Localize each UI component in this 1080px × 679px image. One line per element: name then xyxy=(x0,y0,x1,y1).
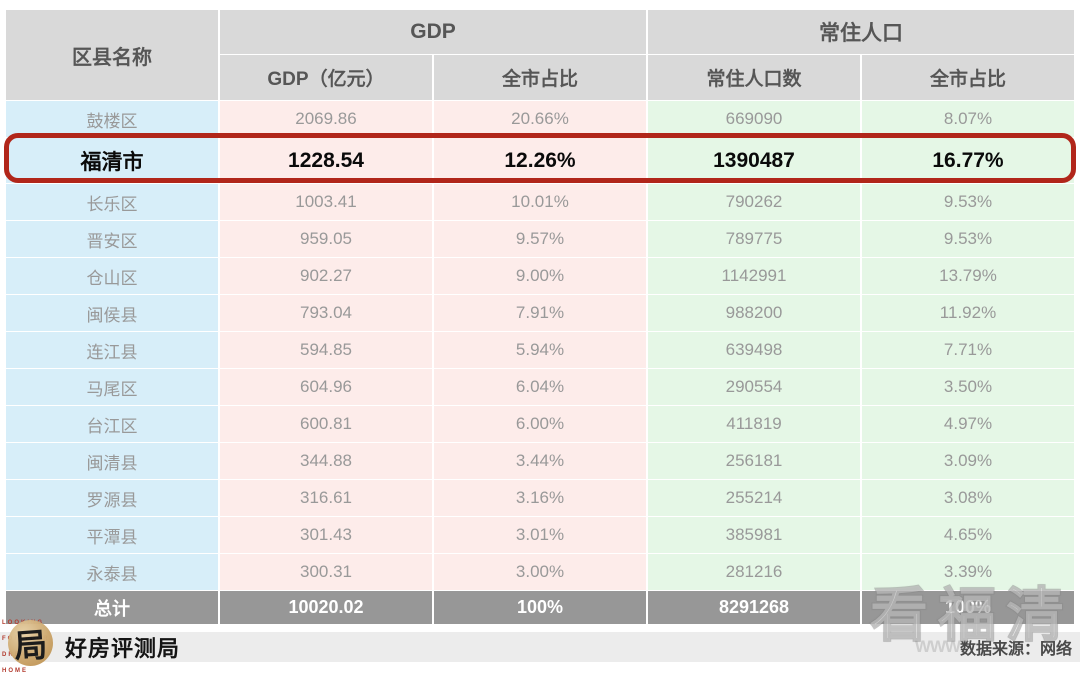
footer-band xyxy=(0,632,1080,662)
table-cell: 3.09% xyxy=(862,443,1074,479)
column-header-gdp-share: 全市占比 xyxy=(434,55,646,100)
table-cell: 6.04% xyxy=(434,369,646,405)
table-cell: 3.39% xyxy=(862,554,1074,590)
table-cell: 959.05 xyxy=(220,221,432,257)
total-row-cell: 8291268 xyxy=(648,591,860,624)
table-cell: 闽侯县 xyxy=(6,295,218,331)
highlighted-row-cell: 1228.54 xyxy=(220,138,432,183)
table-cell: 789775 xyxy=(648,221,860,257)
table-cell: 281216 xyxy=(648,554,860,590)
highlighted-row-cell: 16.77% xyxy=(862,138,1074,183)
table-cell: 4.97% xyxy=(862,406,1074,442)
table-cell: 永泰县 xyxy=(6,554,218,590)
table-cell: 902.27 xyxy=(220,258,432,294)
table-cell: 连江县 xyxy=(6,332,218,368)
data-source-line: WWW 数据来源：网络 xyxy=(915,632,1072,662)
table-cell: 罗源县 xyxy=(6,480,218,516)
brand-logo-seal-icon: 局 xyxy=(8,620,53,666)
highlighted-row-cell: 福清市 xyxy=(6,138,218,183)
table-cell: 20.66% xyxy=(434,101,646,137)
table-cell: 290554 xyxy=(648,369,860,405)
total-row-cell: 100% xyxy=(862,591,1074,624)
table-cell: 300.31 xyxy=(220,554,432,590)
table-cell: 10.01% xyxy=(434,184,646,220)
table-cell: 2069.86 xyxy=(220,101,432,137)
table-cell: 344.88 xyxy=(220,443,432,479)
table-cell: 5.94% xyxy=(434,332,646,368)
table-grid: 区县名称 GDP 常住人口 GDP（亿元） 全市占比 常住人口数 全市占比 鼓楼… xyxy=(6,10,1074,624)
table-cell: 8.07% xyxy=(862,101,1074,137)
table-cell: 4.65% xyxy=(862,517,1074,553)
table-cell: 马尾区 xyxy=(6,369,218,405)
table-cell: 3.16% xyxy=(434,480,646,516)
highlighted-row-cell: 1390487 xyxy=(648,138,860,183)
logo-character: 局 xyxy=(12,624,49,667)
data-source-text: 数据来源：网络 xyxy=(959,641,1072,658)
table-cell: 594.85 xyxy=(220,332,432,368)
table-cell: 1142991 xyxy=(648,258,860,294)
table-cell: 793.04 xyxy=(220,295,432,331)
highlighted-row-cell: 12.26% xyxy=(434,138,646,183)
table-cell: 9.57% xyxy=(434,221,646,257)
column-header-gdp-value: GDP（亿元） xyxy=(220,55,432,100)
brand-name: 好房评测局 xyxy=(65,636,181,661)
table-cell: 6.00% xyxy=(434,406,646,442)
column-group-header-population: 常住人口 xyxy=(648,10,1074,54)
district-stats-table: 区县名称 GDP 常住人口 GDP（亿元） 全市占比 常住人口数 全市占比 鼓楼… xyxy=(4,10,1076,624)
table-cell: 256181 xyxy=(648,443,860,479)
total-row-cell: 10020.02 xyxy=(220,591,432,624)
table-cell: 1003.41 xyxy=(220,184,432,220)
total-row-cell: 总计 xyxy=(6,591,218,624)
table-cell: 3.44% xyxy=(434,443,646,479)
table-cell: 3.08% xyxy=(862,480,1074,516)
table-cell: 385981 xyxy=(648,517,860,553)
column-header-district-name: 区县名称 xyxy=(6,10,218,100)
table-cell: 790262 xyxy=(648,184,860,220)
table-cell: 闽清县 xyxy=(6,443,218,479)
table-cell: 平潭县 xyxy=(6,517,218,553)
table-cell: 9.00% xyxy=(434,258,646,294)
table-cell: 600.81 xyxy=(220,406,432,442)
table-cell: 316.61 xyxy=(220,480,432,516)
table-cell: 669090 xyxy=(648,101,860,137)
table-cell: 3.50% xyxy=(862,369,1074,405)
total-row-cell: 100% xyxy=(434,591,646,624)
column-header-population-share: 全市占比 xyxy=(862,55,1074,100)
table-cell: 7.71% xyxy=(862,332,1074,368)
column-header-population-value: 常住人口数 xyxy=(648,55,860,100)
table-cell: 晋安区 xyxy=(6,221,218,257)
table-cell: 仓山区 xyxy=(6,258,218,294)
table-cell: 411819 xyxy=(648,406,860,442)
table-cell: 604.96 xyxy=(220,369,432,405)
table-cell: 255214 xyxy=(648,480,860,516)
table-cell: 13.79% xyxy=(862,258,1074,294)
table-cell: 7.91% xyxy=(434,295,646,331)
table-cell: 301.43 xyxy=(220,517,432,553)
table-cell: 3.01% xyxy=(434,517,646,553)
table-cell: 9.53% xyxy=(862,221,1074,257)
table-cell: 639498 xyxy=(648,332,860,368)
table-cell: 鼓楼区 xyxy=(6,101,218,137)
table-cell: 长乐区 xyxy=(6,184,218,220)
url-watermark-fragment: WWW xyxy=(914,637,961,656)
table-cell: 11.92% xyxy=(862,295,1074,331)
table-cell: 9.53% xyxy=(862,184,1074,220)
column-group-header-gdp: GDP xyxy=(220,10,646,54)
table-cell: 台江区 xyxy=(6,406,218,442)
table-cell: 3.00% xyxy=(434,554,646,590)
table-cell: 988200 xyxy=(648,295,860,331)
